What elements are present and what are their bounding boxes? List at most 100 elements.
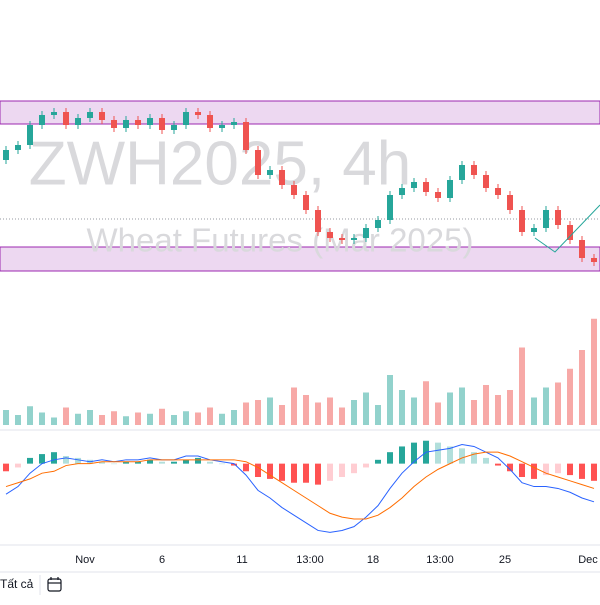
x-tick-label: 13:00 xyxy=(296,554,324,566)
candle-body xyxy=(519,210,525,232)
volume-bar xyxy=(219,413,225,425)
volume-bar xyxy=(375,405,381,425)
macd-histogram-bar xyxy=(39,454,45,464)
candle-body xyxy=(387,195,393,220)
candle-body xyxy=(567,225,573,240)
volume-bar xyxy=(39,412,45,425)
candle-body xyxy=(27,125,33,145)
volume-bar xyxy=(63,407,69,425)
volume-bar xyxy=(543,387,549,425)
volume-bar xyxy=(591,318,597,425)
candle-body xyxy=(51,112,57,115)
candle-body xyxy=(279,170,285,185)
volume-bar xyxy=(495,395,501,425)
candle-body xyxy=(435,192,441,198)
volume-bar xyxy=(231,410,237,425)
volume-bar xyxy=(447,392,453,425)
macd-histogram-bar xyxy=(471,452,477,464)
volume-bar xyxy=(183,411,189,425)
range-button[interactable]: Tất cả xyxy=(0,577,34,591)
volume-bar xyxy=(327,397,333,425)
volume-bar xyxy=(87,410,93,425)
macd-histogram-bar xyxy=(591,463,597,481)
volume-bar xyxy=(15,415,21,425)
volume-bar xyxy=(75,413,81,425)
volume-bar xyxy=(339,407,345,425)
volume-bar xyxy=(411,397,417,425)
x-tick-label: 25 xyxy=(499,554,511,566)
macd-histogram-bar xyxy=(459,448,465,464)
candle-body xyxy=(339,238,345,240)
volume-bar xyxy=(435,402,441,425)
watermark-subtitle: Wheat Futures (Mar 2025) xyxy=(87,222,474,259)
candle-body xyxy=(207,115,213,128)
volume-bar xyxy=(351,400,357,425)
macd-histogram-bar xyxy=(267,463,273,479)
candle-body xyxy=(555,210,561,225)
time-axis: Nov 6 11 13:00 18 13:00 25 Dec xyxy=(75,554,598,566)
x-tick-label: 13:00 xyxy=(426,554,454,566)
volume-bar xyxy=(279,405,285,425)
candle-body xyxy=(183,112,189,125)
volume-bar xyxy=(567,368,573,425)
candle-body xyxy=(111,120,117,128)
volume-bar xyxy=(399,390,405,425)
candle-body xyxy=(543,210,549,228)
candle-body xyxy=(243,122,249,150)
macd-histogram-bar xyxy=(303,463,309,483)
candle-body xyxy=(495,188,501,195)
volume-bar xyxy=(303,395,309,425)
candle-body xyxy=(591,258,597,262)
volume-bar xyxy=(579,350,585,425)
volume-bar xyxy=(291,387,297,425)
candle-body xyxy=(471,165,477,175)
candle-body xyxy=(195,112,201,115)
calendar-icon[interactable] xyxy=(47,577,62,592)
macd-histogram-bar xyxy=(399,446,405,464)
candle-body xyxy=(411,182,417,188)
x-tick-label: Dec xyxy=(578,554,598,566)
volume-bar xyxy=(255,400,261,425)
volume-bar xyxy=(459,387,465,425)
x-tick-label: Nov xyxy=(75,554,95,566)
macd-histogram-bar xyxy=(483,457,489,464)
macd-histogram-bar xyxy=(291,463,297,483)
candle-body xyxy=(147,118,153,125)
macd-histogram-bar xyxy=(279,463,285,481)
macd-histogram-bar xyxy=(555,463,561,474)
candle-body xyxy=(447,180,453,198)
macd-histogram-bar xyxy=(183,459,189,464)
macd-histogram-bar xyxy=(519,463,525,477)
candle-body xyxy=(159,118,165,130)
volume-bar xyxy=(387,375,393,425)
candle-body xyxy=(63,112,69,125)
macd-histogram-bar xyxy=(195,457,201,464)
macd-histogram-bar xyxy=(111,463,117,465)
volume-bar xyxy=(267,397,273,425)
volume-bar xyxy=(3,410,9,425)
volume-bar xyxy=(483,385,489,425)
volume-bar xyxy=(519,347,525,425)
volume-pane xyxy=(3,318,597,425)
x-tick-label: 18 xyxy=(367,554,379,566)
candle-body xyxy=(327,232,333,238)
candle-body xyxy=(507,195,513,210)
macd-histogram-bar xyxy=(507,463,513,472)
volume-bar xyxy=(507,390,513,425)
watermark-title: ZWH2025, 4h xyxy=(29,129,412,198)
volume-bar xyxy=(135,412,141,425)
volume-bar xyxy=(531,397,537,425)
candle-body xyxy=(87,112,93,118)
candle-body xyxy=(483,175,489,188)
candle-body xyxy=(231,122,237,125)
macd-histogram-bar xyxy=(315,463,321,485)
candle-body xyxy=(135,120,141,125)
candle-body xyxy=(123,120,129,128)
macd-histogram-bar xyxy=(99,461,105,464)
macd-histogram-bar xyxy=(495,463,501,466)
volume-bar xyxy=(471,400,477,425)
candle-body xyxy=(351,238,357,240)
volume-bar xyxy=(207,407,213,425)
macd-histogram-bar xyxy=(543,463,549,476)
volume-bar xyxy=(51,417,57,425)
